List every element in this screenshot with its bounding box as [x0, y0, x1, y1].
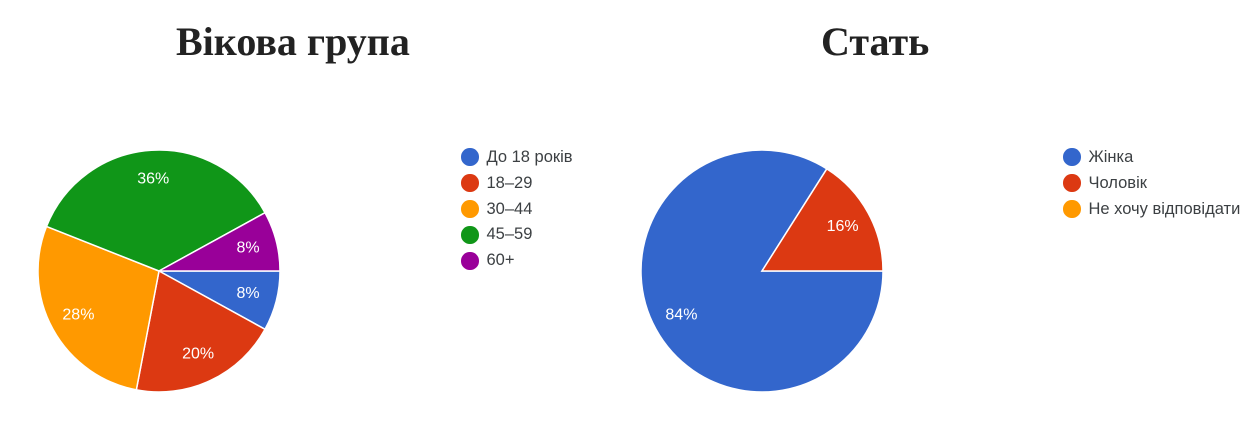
svg-text:84%: 84% [665, 307, 697, 324]
svg-text:8%: 8% [237, 239, 260, 256]
svg-text:8%: 8% [237, 285, 260, 302]
svg-text:20%: 20% [182, 345, 214, 362]
svg-text:16%: 16% [827, 218, 859, 235]
svg-text:36%: 36% [137, 170, 169, 187]
svg-text:28%: 28% [62, 307, 94, 324]
